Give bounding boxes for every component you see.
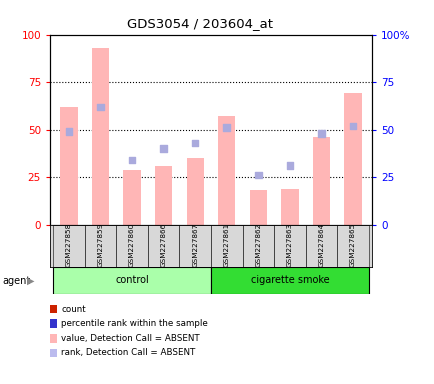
Bar [53, 267, 210, 294]
Bar [344, 93, 361, 225]
Bar [53, 225, 85, 267]
Text: GSM227858: GSM227858 [66, 223, 72, 267]
Text: GSM227860: GSM227860 [129, 223, 135, 267]
Bar [186, 158, 204, 225]
Bar [210, 267, 368, 294]
Text: GSM227867: GSM227867 [192, 223, 198, 267]
Point [317, 130, 324, 136]
Text: GSM227865: GSM227865 [349, 223, 355, 267]
Point [128, 157, 135, 163]
Text: rank, Detection Call = ABSENT: rank, Detection Call = ABSENT [61, 348, 195, 358]
Bar [179, 225, 210, 267]
Text: percentile rank within the sample: percentile rank within the sample [61, 319, 207, 328]
Bar [210, 225, 242, 267]
Point [286, 163, 293, 169]
Point [349, 123, 355, 129]
Text: GDS3054 / 203604_at: GDS3054 / 203604_at [127, 17, 273, 30]
Bar [273, 225, 305, 267]
Text: GSM227861: GSM227861 [223, 223, 229, 267]
Bar [217, 116, 235, 225]
Bar [155, 166, 172, 225]
Text: value, Detection Call = ABSENT: value, Detection Call = ABSENT [61, 334, 200, 343]
Point [160, 146, 167, 152]
Bar [249, 190, 266, 225]
Point [254, 172, 261, 178]
Text: cigarette smoke: cigarette smoke [250, 275, 329, 285]
Text: agent: agent [2, 276, 30, 286]
Bar [85, 225, 116, 267]
Text: GSM227863: GSM227863 [286, 223, 292, 267]
Text: count: count [61, 305, 86, 314]
Bar [312, 137, 329, 225]
Bar [242, 225, 273, 267]
Bar [116, 225, 148, 267]
Point [191, 140, 198, 146]
Bar [305, 225, 336, 267]
Bar [60, 107, 77, 225]
Text: GSM227864: GSM227864 [318, 223, 324, 267]
Text: ▶: ▶ [27, 276, 34, 286]
Text: control: control [115, 275, 148, 285]
Text: GSM227866: GSM227866 [160, 223, 166, 267]
Text: GSM227862: GSM227862 [255, 223, 261, 267]
Bar [123, 169, 141, 225]
Bar [280, 189, 298, 225]
Point [97, 104, 104, 110]
Point [223, 125, 230, 131]
Bar [336, 225, 368, 267]
Point [66, 128, 72, 134]
Bar [148, 225, 179, 267]
Bar [92, 48, 109, 225]
Text: GSM227859: GSM227859 [97, 223, 103, 267]
